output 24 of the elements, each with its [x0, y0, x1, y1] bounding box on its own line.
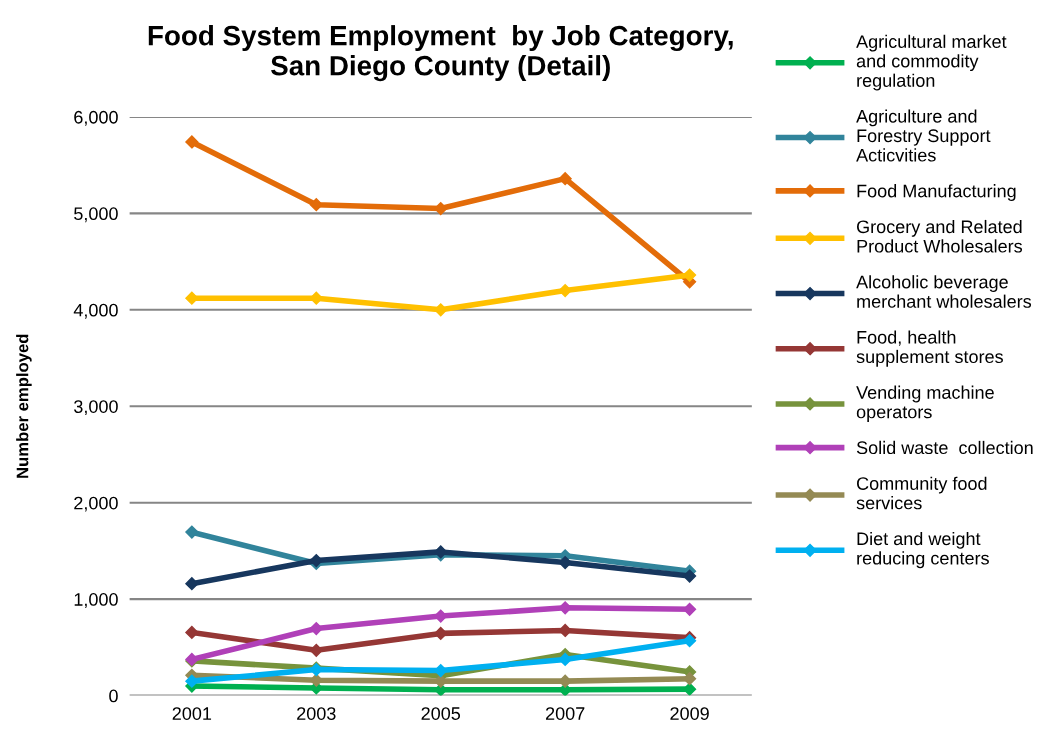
legend-label: Community food services — [856, 476, 987, 510]
y-axis-title: Number employed — [16, 334, 32, 478]
legend-label: Grocery and Related Product Wholesalers — [856, 219, 1023, 253]
x-tick-label: 2003 — [297, 707, 336, 720]
x-tick-label: 2009 — [670, 707, 709, 720]
y-tick-label: 2,000 — [74, 496, 118, 512]
chart-title: Food System Employment by Job Category, San Diego County (Detail) — [148, 25, 733, 82]
legend-label: Food Manufacturing — [857, 184, 1016, 201]
legend-label: Diet and weight reducing centers — [857, 531, 989, 569]
y-tick-label: 3,000 — [74, 400, 118, 416]
y-tick-label: 5,000 — [74, 207, 118, 223]
y-tick-label: 4,000 — [73, 303, 118, 319]
legend-label: Alcoholic beverage merchant wholesalers — [856, 275, 1032, 308]
y-tick-label: 0 — [109, 689, 118, 703]
y-tick-label: 1,000 — [74, 593, 118, 609]
legend-label: Solid waste collection — [856, 440, 1033, 455]
x-tick-label: 2005 — [421, 707, 461, 720]
y-tick-label: 6,000 — [74, 110, 118, 126]
x-tick-label: 2007 — [545, 707, 585, 720]
legend-label: Food, health supplement stores — [856, 330, 1003, 367]
x-tick-label: 2001 — [172, 707, 212, 720]
legend-label: Agriculture and Forestry Support Acticvities — [856, 109, 991, 162]
legend-label: Agricultural market and commodity regulation — [856, 34, 1007, 91]
legend-label: Vending machine operators — [856, 385, 994, 422]
